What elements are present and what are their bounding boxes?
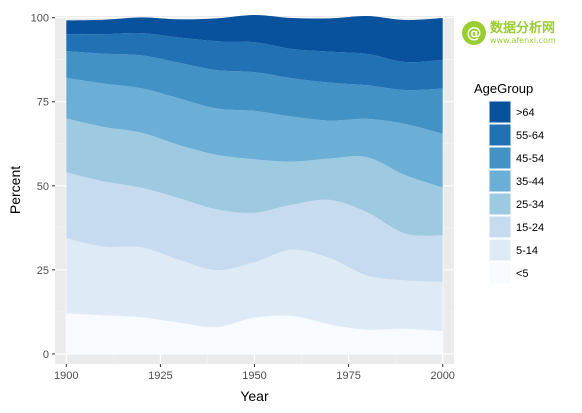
x-tick-label: 1900 — [54, 370, 78, 382]
legend-label: >64 — [516, 107, 535, 119]
area-series-1 — [66, 313, 443, 354]
legend-swatch — [488, 192, 512, 216]
x-axis-ticks: 1900 1925 1950 1975 2000 — [54, 364, 455, 382]
y-tick-label: 100 — [31, 13, 49, 25]
y-axis-ticks: 0 25 50 75 100 — [31, 13, 55, 361]
legend-label: 55-64 — [516, 130, 544, 142]
legend: >64 55-64 45-54 35-44 25-34 15-24 5-14 <5 — [488, 100, 544, 285]
watermark-name: 数据分析网 — [490, 20, 556, 36]
legend-swatch — [488, 146, 512, 170]
legend-label: 25-34 — [516, 199, 544, 211]
x-tick-label: 2000 — [430, 370, 454, 382]
legend-label: 45-54 — [516, 153, 544, 165]
y-tick-label: 25 — [37, 265, 49, 277]
legend-title: AgeGroup — [474, 81, 533, 96]
x-tick-label: 1975 — [336, 370, 360, 382]
legend-swatch — [488, 100, 512, 124]
area-series-5 — [66, 77, 443, 188]
legend-swatch — [488, 261, 512, 285]
legend-label: 15-24 — [516, 222, 544, 234]
x-axis-title: Year — [240, 388, 269, 404]
y-axis-title: Percent — [7, 166, 23, 214]
area-series-2 — [66, 238, 443, 332]
area-series-8 — [66, 14, 443, 63]
legend-label: <5 — [516, 268, 529, 280]
watermark-text: 数据分析网 www.afenxi.com — [490, 22, 556, 45]
x-tick-label: 1925 — [148, 370, 172, 382]
area-series-6 — [66, 50, 443, 134]
watermark-url: www.afenxi.com — [490, 35, 556, 45]
y-tick-label: 50 — [37, 181, 49, 193]
legend-swatch — [488, 123, 512, 147]
legend-swatch — [488, 238, 512, 262]
legend-swatch — [488, 215, 512, 239]
at-sign-icon: @ — [462, 21, 486, 45]
area-series-4 — [66, 118, 443, 236]
area-series-group — [66, 14, 443, 354]
legend-label: 35-44 — [516, 176, 544, 188]
watermark-logo: @ 数据分析网 www.afenxi.com — [462, 16, 580, 50]
legend-swatch — [488, 169, 512, 193]
legend-label: 5-14 — [516, 245, 538, 257]
area-series-3 — [66, 172, 443, 282]
area-series-7 — [66, 33, 443, 91]
y-tick-label: 75 — [37, 97, 49, 109]
x-tick-label: 1950 — [242, 370, 266, 382]
y-tick-label: 0 — [43, 349, 49, 361]
